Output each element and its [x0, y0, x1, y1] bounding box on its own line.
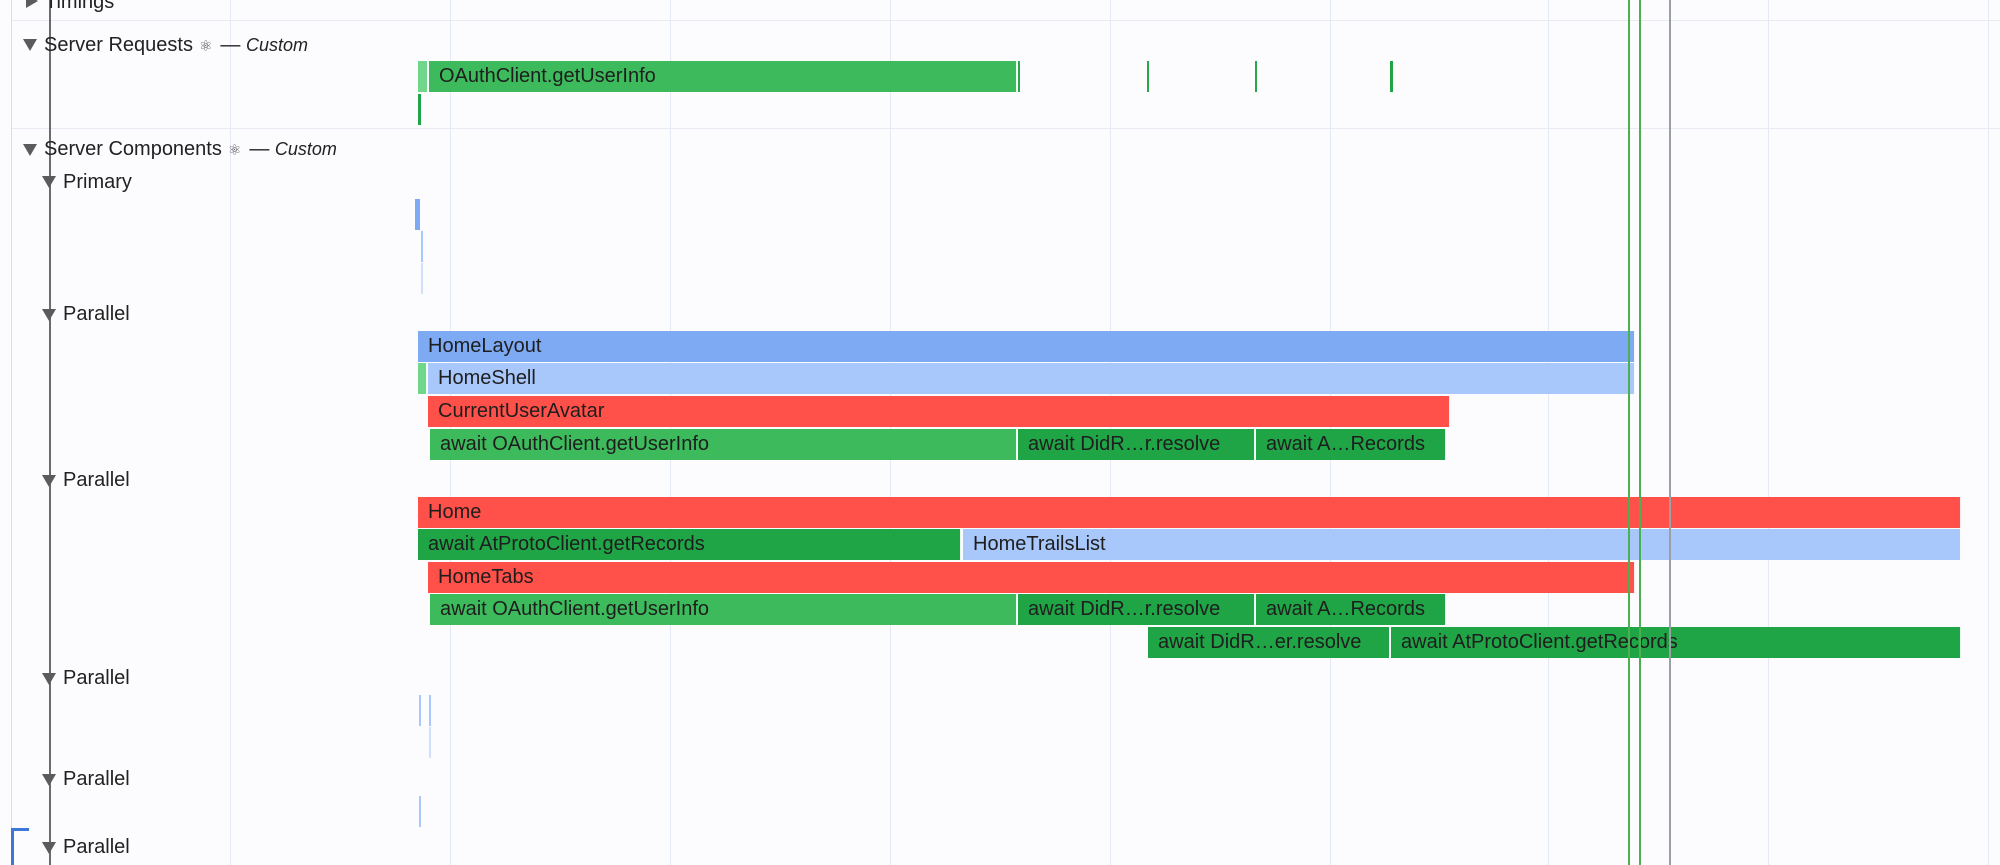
- component-bar-home-shell[interactable]: HomeShell: [428, 363, 1635, 394]
- track-label-timings[interactable]: Timings: [45, 0, 114, 14]
- track-label-server-components[interactable]: Server Components ⚛ — Custom: [44, 137, 337, 163]
- track-separator-dash: —: [249, 138, 270, 160]
- track-separator-dash: —: [220, 34, 241, 56]
- track-label-text: Server Components: [44, 138, 222, 160]
- bar-label: HomeLayout: [428, 335, 542, 357]
- collapse-triangle-icon[interactable]: [42, 774, 56, 786]
- bar-label: HomeTrailsList: [973, 533, 1106, 555]
- await-bar-atproto[interactable]: await AtProtoClient.getRecords: [418, 529, 961, 560]
- track-label-server-requests[interactable]: Server Requests ⚛ — Custom: [44, 33, 308, 59]
- component-tick[interactable]: [421, 263, 423, 294]
- track-label-parallel[interactable]: Parallel: [63, 666, 130, 690]
- bar-label: await DidR…er.resolve: [1158, 631, 1362, 653]
- component-bar-marker[interactable]: [418, 363, 427, 394]
- component-tick[interactable]: [429, 727, 431, 758]
- bar-label: OAuthClient.getUserInfo: [439, 65, 656, 87]
- collapse-triangle-icon[interactable]: [42, 176, 56, 188]
- track-label-text: Primary: [63, 171, 132, 193]
- bar-label: await OAuthClient.getUserInfo: [440, 598, 710, 620]
- collapse-triangle-icon[interactable]: [42, 673, 56, 685]
- collapse-triangle-icon[interactable]: [42, 309, 56, 321]
- bar-label: Home: [428, 501, 482, 523]
- await-bar-oauth[interactable]: await OAuthClient.getUserInfo: [430, 429, 1017, 460]
- track-label-parallel[interactable]: Parallel: [63, 468, 130, 492]
- track-label-text: Parallel: [63, 469, 130, 491]
- request-bar-start[interactable]: [418, 61, 428, 92]
- collapse-triangle-icon[interactable]: [42, 842, 56, 854]
- await-bar-records[interactable]: await A…Records: [1256, 594, 1446, 625]
- request-tick[interactable]: [1018, 61, 1020, 92]
- left-gutter-line: [11, 0, 12, 865]
- track-label-text: Timings: [45, 0, 115, 13]
- track-separator: [12, 128, 2000, 129]
- bar-label: CurrentUserAvatar: [438, 400, 605, 422]
- timeline-marker-line[interactable]: [1639, 0, 1641, 865]
- track-label-parallel[interactable]: Parallel: [63, 835, 130, 859]
- track-label-text: Parallel: [63, 667, 130, 689]
- grid-line: [1548, 0, 1549, 865]
- await-bar-did-resolve[interactable]: await DidR…er.resolve: [1148, 627, 1390, 658]
- component-bar-home-trails-list[interactable]: HomeTrailsList: [963, 529, 1961, 560]
- component-bar-home-layout[interactable]: HomeLayout: [418, 331, 1635, 362]
- track-label-text: Parallel: [63, 768, 130, 790]
- request-tick[interactable]: [1255, 61, 1257, 92]
- component-bar-home-tabs[interactable]: HomeTabs: [428, 562, 1635, 593]
- component-tick[interactable]: [419, 695, 421, 726]
- track-label-text: Parallel: [63, 836, 130, 858]
- component-bar-home[interactable]: Home: [418, 497, 1961, 528]
- component-tick[interactable]: [421, 231, 423, 262]
- component-bar-current-user-avatar[interactable]: CurrentUserAvatar: [428, 396, 1450, 427]
- collapse-triangle-icon[interactable]: [42, 475, 56, 487]
- react-icon: ⚛: [198, 38, 213, 55]
- bar-label: HomeTabs: [438, 566, 534, 588]
- track-tag-custom: Custom: [274, 139, 337, 159]
- await-bar-records[interactable]: await A…Records: [1256, 429, 1446, 460]
- await-bar-oauth[interactable]: await OAuthClient.getUserInfo: [430, 594, 1017, 625]
- react-icon: ⚛: [227, 142, 242, 159]
- request-bar-oauth[interactable]: OAuthClient.getUserInfo: [429, 61, 1017, 92]
- bar-label: await DidR…r.resolve: [1028, 598, 1221, 620]
- timeline-marker-line[interactable]: [1628, 0, 1630, 865]
- selection-bracket: [11, 828, 29, 865]
- grid-line: [1768, 0, 1769, 865]
- await-bar-did-resolve[interactable]: await DidR…r.resolve: [1018, 594, 1255, 625]
- bar-label: await AtProtoClient.getRecords: [1401, 631, 1678, 653]
- track-label-parallel[interactable]: Parallel: [63, 302, 130, 326]
- request-tick[interactable]: [418, 94, 421, 125]
- grid-line: [1988, 0, 1989, 865]
- bar-label: await OAuthClient.getUserInfo: [440, 433, 710, 455]
- collapse-triangle-icon[interactable]: [23, 39, 37, 51]
- track-label-parallel[interactable]: Parallel: [63, 767, 130, 791]
- track-label-text: Server Requests: [44, 34, 193, 56]
- bar-label: await DidR…r.resolve: [1028, 433, 1221, 455]
- track-label-primary[interactable]: Primary: [63, 170, 132, 194]
- component-tick[interactable]: [419, 796, 421, 827]
- request-tick[interactable]: [1390, 61, 1393, 92]
- collapse-triangle-icon[interactable]: [23, 144, 37, 156]
- await-bar-atproto[interactable]: await AtProtoClient.getRecords: [1391, 627, 1961, 658]
- request-tick[interactable]: [1147, 61, 1149, 92]
- await-bar-did-resolve[interactable]: await DidR…r.resolve: [1018, 429, 1255, 460]
- bar-label: await A…Records: [1266, 598, 1425, 620]
- track-separator: [12, 20, 2000, 21]
- track-tag-custom: Custom: [245, 35, 308, 55]
- expand-triangle-icon[interactable]: [26, 0, 38, 8]
- component-tick[interactable]: [415, 199, 420, 230]
- track-tree-line: [49, 0, 51, 865]
- component-tick[interactable]: [429, 695, 431, 726]
- grid-line: [230, 0, 231, 865]
- track-label-text: Parallel: [63, 303, 130, 325]
- bar-label: await AtProtoClient.getRecords: [428, 533, 705, 555]
- bar-label: await A…Records: [1266, 433, 1425, 455]
- bar-label: HomeShell: [438, 367, 536, 389]
- timeline-marker-line[interactable]: [1669, 0, 1671, 865]
